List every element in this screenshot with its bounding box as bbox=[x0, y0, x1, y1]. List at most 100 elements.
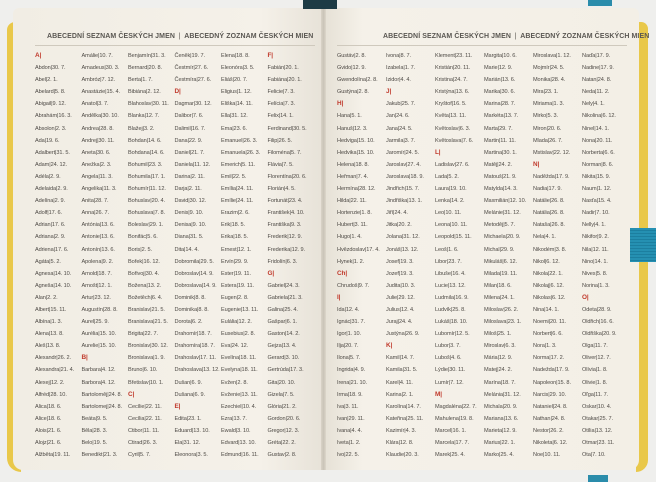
name-entry: Adriena|17. 6. bbox=[35, 246, 69, 253]
name-entry: Daniela|11. 12. bbox=[174, 161, 211, 168]
name-entry: Drahoslava|13. 12. bbox=[174, 367, 220, 374]
name-entry: Flávia|7. 5. bbox=[267, 161, 294, 168]
name-entry: Aurélia|15. 10. bbox=[81, 331, 117, 338]
name-entry: Leopold|15. 11. bbox=[435, 234, 472, 241]
name-entry: Andrej|30. 11. bbox=[81, 137, 115, 144]
name-entry: Julius|12. 4. bbox=[386, 306, 415, 313]
name-entry: Lukáš|18. 10. bbox=[435, 319, 468, 326]
name-entry: Noemi|20. 11. bbox=[533, 319, 567, 326]
name-entry: Martina|30. 1. bbox=[484, 149, 517, 156]
name-entry: Anastázie|15. 4. bbox=[81, 89, 121, 96]
name-entry: Filoména|5. 7. bbox=[267, 149, 302, 156]
name-entry: Dušana|6. 9. bbox=[174, 391, 206, 398]
name-entry: Alan|2. 2. bbox=[35, 294, 58, 301]
name-entry: Florentína|20. 6. bbox=[267, 173, 307, 180]
name-entry: Agneša|14. 10. bbox=[35, 282, 72, 289]
name-entry: Margita|10. 6. bbox=[484, 53, 517, 59]
name-entry: Gizela|7. 5. bbox=[267, 391, 295, 398]
name-entry: Matěj|24. 2. bbox=[484, 161, 512, 168]
name-entry: Iva|3. 11. bbox=[337, 403, 359, 410]
name-entry: Květoslava|7. 6. bbox=[435, 137, 474, 144]
name-entry: Natan|24. 8. bbox=[582, 77, 612, 84]
name-entry: Miroslava|1. 12. bbox=[533, 53, 571, 59]
name-entry: Eligius|1. 12. bbox=[221, 89, 252, 96]
name-entry: Martin|11. 11. bbox=[484, 137, 516, 144]
name-entry: Jonáš|13. 12. bbox=[386, 246, 419, 253]
name-entry: Dobromila|29. 5. bbox=[174, 258, 214, 265]
name-entry: Mstislav|22. 12. bbox=[533, 149, 571, 156]
name-column: Amálie|10. 7. Amadeus|30. 3. Ambróz|7. 12.… bbox=[82, 50, 129, 461]
name-entry: Mariana|13. 6. bbox=[484, 415, 519, 422]
name-entry: Chrudoš|9. 7. bbox=[337, 282, 370, 289]
name-entry: Norina|1. 3. bbox=[582, 282, 610, 289]
name-entry: Emanuela|26. 3. bbox=[221, 149, 261, 156]
name-entry: Ctibor|11. 11. bbox=[128, 427, 160, 434]
name-entry: Michaela|20. 9. bbox=[484, 234, 521, 241]
name-entry: Kamila|31. 5. bbox=[386, 367, 418, 374]
name-entry: Ewald|3. 10. bbox=[221, 427, 251, 434]
name-entry: Iveta|1. 2. bbox=[337, 440, 361, 446]
name-entry: Hana|5. 1. bbox=[337, 113, 362, 120]
name-entry: Emil|22. 5. bbox=[221, 173, 247, 180]
name-entry: Irma|18. 9. bbox=[337, 391, 363, 398]
name-entry: Milan|18. 6. bbox=[484, 282, 512, 289]
name-entry: Otmar|23. 11. bbox=[582, 440, 615, 446]
name-entry: Albína|1. 3. bbox=[35, 319, 62, 326]
bookmark-ribbon-bottom[interactable] bbox=[588, 475, 608, 482]
name-entry: Alica|18. 6. bbox=[35, 403, 62, 410]
name-entry: Melánia|31. 12. bbox=[484, 391, 521, 398]
name-entry: Frederika|12. 9. bbox=[267, 246, 306, 253]
name-entry: Napoleon|15. 8. bbox=[533, 379, 571, 386]
name-entry: Mlada|26. 7. bbox=[533, 137, 563, 144]
name-entry: Dušan|6. 9. bbox=[174, 379, 203, 386]
name-entry: Mira|23. 1. bbox=[533, 89, 559, 96]
name-column: Elena|18. 8. Eleonóra|3. 5. Eliáš|20. 7. El… bbox=[221, 50, 268, 461]
name-entry: Ladislav|27. 6. bbox=[435, 161, 470, 168]
name-entry: Matouš|21. 9. bbox=[484, 173, 517, 180]
name-entry: Hedviga|15. 10. bbox=[337, 137, 375, 144]
bookmark-ribbon-top-right[interactable] bbox=[588, 0, 612, 6]
name-entry: Jindřiška|13. 1. bbox=[386, 198, 422, 205]
letter-heading: D| bbox=[174, 88, 181, 96]
letter-heading: H| bbox=[337, 100, 344, 108]
name-column: A| Abdon|30. 7. Abel|2. 1. Abelard|5. 8. Abi… bbox=[35, 50, 82, 461]
name-entry: Ervín|29. 9. bbox=[221, 258, 249, 265]
name-entry: Františka|9. 3. bbox=[267, 222, 302, 229]
name-entry: Arnold|18. 7. bbox=[81, 270, 112, 277]
name-entry: Milena|24. 1. bbox=[484, 294, 515, 301]
bookmark-ribbon-top[interactable] bbox=[303, 0, 337, 9]
name-column: Čeněk|19. 7. Čestmír|27. 6. Čestmíra|27. 6… bbox=[175, 50, 222, 461]
name-entry: Ambróz|7. 12. bbox=[81, 77, 116, 84]
name-entry: Marie|12. 9. bbox=[484, 65, 513, 72]
name-entry: Oldřiška|20. 9. bbox=[582, 331, 617, 338]
name-entry: Gerard|3. 10. bbox=[267, 355, 300, 362]
letter-heading: F| bbox=[267, 52, 274, 59]
name-entry: Ninel|14. 1. bbox=[582, 125, 609, 132]
name-entry: Nikoleta|6. 12. bbox=[533, 440, 568, 446]
name-entry: Norbert|6. 6. bbox=[533, 331, 563, 338]
name-entry: Matej|24. 2. bbox=[484, 367, 512, 374]
name-entry: Arnošt|12. 1. bbox=[81, 282, 112, 289]
name-entry: Gordon|20. 6. bbox=[267, 415, 301, 422]
name-entry: Bronislav|30. 12. bbox=[128, 343, 168, 350]
name-entry: Nelly|4. 1. bbox=[582, 222, 606, 229]
name-entry: Evžen|2. 8. bbox=[221, 379, 248, 386]
title-separator: | bbox=[178, 31, 181, 40]
name-entry: Adolf|17. 6. bbox=[35, 210, 62, 217]
name-entry: Antonín|13. 6. bbox=[81, 246, 115, 253]
name-entry: Abel|2. 1. bbox=[35, 77, 58, 84]
name-entry: Čeněk|19. 7. bbox=[174, 53, 206, 59]
name-entry: Gwendolína|2. 8. bbox=[337, 77, 378, 84]
name-entry: Nikolas|6. 12. bbox=[533, 294, 566, 301]
name-entry: Oldřich|16. 6. bbox=[582, 319, 614, 326]
name-entry: Hilda|22. 11. bbox=[337, 198, 367, 205]
name-entry: Jarmila|3. 7. bbox=[386, 137, 416, 144]
name-entry: Jitka|20. 2. bbox=[386, 222, 412, 229]
name-entry: Nasťa|15. 4. bbox=[582, 198, 612, 205]
name-entry: Absolon|2. 3. bbox=[35, 125, 67, 132]
name-entry: Božena|13. 2. bbox=[128, 282, 162, 289]
name-entry: Mahulena|19. 8. bbox=[435, 415, 474, 422]
name-entry: Jolana|31. 12. bbox=[386, 234, 420, 241]
letter-heading: K| bbox=[386, 342, 393, 350]
elastic-band-tab[interactable] bbox=[630, 228, 656, 262]
